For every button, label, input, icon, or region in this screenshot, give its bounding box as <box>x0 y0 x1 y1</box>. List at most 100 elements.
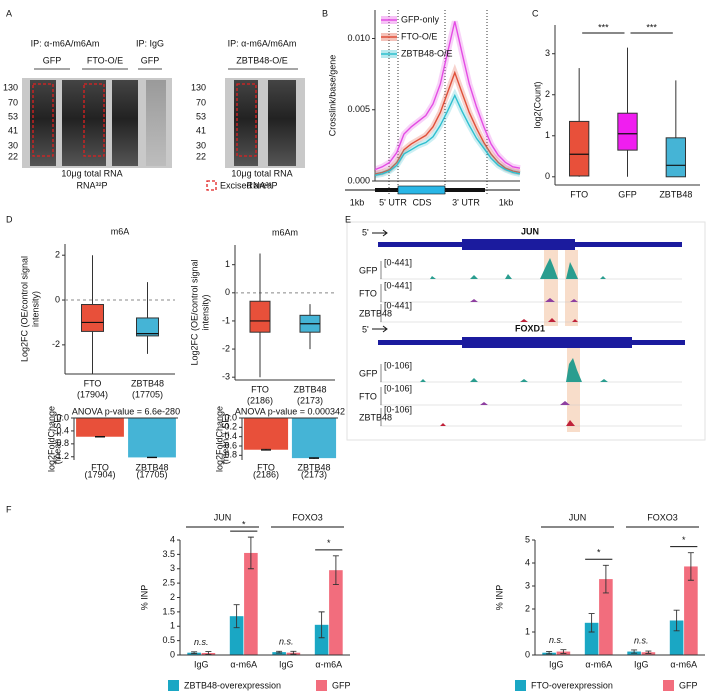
y-tick-label: -0.8 <box>221 450 237 460</box>
bar <box>329 570 343 655</box>
lane-label: GFP <box>141 55 160 65</box>
y-axis-label: % INP <box>494 585 504 611</box>
bar <box>314 624 329 655</box>
bar <box>76 418 124 437</box>
x-tick-label: FTO <box>91 462 109 472</box>
ladder-label: 70 <box>196 97 206 107</box>
x-tick-label: FTO <box>84 378 102 388</box>
x-tick-label: α-m6A <box>670 659 697 669</box>
error-bar <box>546 651 553 655</box>
y-tick-label: -0.4 <box>221 431 237 441</box>
error-bar <box>309 457 319 459</box>
ladder-label: 22 <box>196 151 206 161</box>
bar <box>243 418 289 450</box>
lane-label: FTO-O/E <box>87 55 123 65</box>
x-tick-label: ZBTB48 <box>293 384 326 394</box>
error-bar <box>631 649 638 654</box>
track-name: FTO <box>359 391 377 401</box>
panel-letter: A <box>6 8 12 18</box>
panel-letter: D <box>6 214 13 224</box>
group-label: JUN <box>214 512 232 522</box>
ladder-label: 130 <box>191 82 206 92</box>
y-tick-label: 4 <box>170 534 175 544</box>
note: RNA³²P <box>77 180 108 190</box>
significance-label: n.s. <box>634 635 649 645</box>
track-name: GFP <box>359 368 378 378</box>
ladder-label: 22 <box>8 151 18 161</box>
x-tick-label: FTO <box>570 189 588 199</box>
gene-region-label: 1kb <box>350 197 365 207</box>
y-tick-label: 4 <box>525 557 530 567</box>
y-axis-label: Crosslink/base/gene <box>327 55 337 137</box>
x-tick-sublabel: (2173) <box>297 395 323 405</box>
box <box>249 300 271 333</box>
y-axis-label: (mean ± SE) <box>220 414 230 464</box>
y-tick-label: 0 <box>545 171 550 181</box>
y-axis-label: Log2FC (OE/control signal <box>19 256 29 362</box>
ladder-label: 53 <box>196 111 206 121</box>
y-tick-label: 2 <box>55 250 60 260</box>
legend-swatch <box>168 680 179 691</box>
x-tick-sublabel: (17705) <box>132 389 163 399</box>
significance-label: *** <box>598 22 609 32</box>
x-tick-label: IgG <box>194 659 209 669</box>
y-tick-label: 0 <box>55 294 60 304</box>
track-range: [0-441] <box>384 300 412 310</box>
strand-label: 5' <box>362 324 369 334</box>
group-label: FOXO3 <box>647 512 678 522</box>
strand-label: 5' <box>362 227 369 237</box>
legend-label: GFP <box>679 680 698 690</box>
ladder-label: 53 <box>8 111 18 121</box>
x-tick-sublabel: (17705) <box>136 469 167 479</box>
ladder-label: 41 <box>196 125 206 135</box>
legend-label: FTO-O/E <box>401 31 437 41</box>
box <box>617 112 638 151</box>
error-bar <box>318 611 325 639</box>
y-tick-label: 0.5 <box>162 635 175 645</box>
box <box>569 120 590 177</box>
y-axis-label: Log2FC (OE/control signal <box>189 259 199 365</box>
error-bar <box>332 555 339 586</box>
error-bar <box>673 609 680 632</box>
y-tick-label: 0.0 <box>56 412 69 422</box>
y-tick-label: 2.5 <box>162 578 175 588</box>
track-name: GFP <box>359 265 378 275</box>
significance-label: * <box>327 538 331 548</box>
y-tick-label: 0.000 <box>347 175 370 185</box>
significance-label: n.s. <box>194 637 209 647</box>
legend-label: Excised area <box>220 180 272 190</box>
x-tick-sublabel: (2186) <box>253 469 279 479</box>
track-range: [0-441] <box>384 257 412 267</box>
gene-region-label: 5' UTR <box>379 197 407 207</box>
y-tick-label: 1.5 <box>162 606 175 616</box>
bar <box>291 418 337 459</box>
legend-swatch <box>316 680 327 691</box>
error-bar <box>191 651 198 655</box>
error-bar <box>602 564 609 594</box>
panel-letter: B <box>322 8 328 18</box>
legend-label: GFP <box>332 680 351 690</box>
significance-label: * <box>597 548 601 558</box>
y-tick-label: 0.005 <box>347 104 370 114</box>
y-tick-label: 2 <box>525 603 530 613</box>
x-tick-sublabel: (17904) <box>84 469 115 479</box>
gene-name: JUN <box>521 226 539 236</box>
y-tick-label: 1 <box>170 621 175 631</box>
significance-label: n.s. <box>549 635 564 645</box>
y-tick-label: -0.2 <box>221 422 237 432</box>
chart-title: ANOVA p-value = 6.6e-280 <box>72 406 180 416</box>
y-tick-label: -2 <box>52 339 60 349</box>
bar <box>684 566 698 655</box>
significance-label: n.s. <box>279 637 294 647</box>
error-bar <box>560 649 567 654</box>
x-tick-label: IgG <box>634 659 649 669</box>
y-tick-label: 3 <box>170 563 175 573</box>
y-tick-label: 5 <box>525 534 530 544</box>
y-axis-label: intensity) <box>200 294 210 330</box>
line <box>374 70 521 175</box>
x-tick-label: FTO <box>251 384 269 394</box>
x-tick-sublabel: (17904) <box>77 389 108 399</box>
error-bar <box>205 651 212 655</box>
error-bar <box>233 604 240 629</box>
gene-region-label: CDS <box>412 197 431 207</box>
